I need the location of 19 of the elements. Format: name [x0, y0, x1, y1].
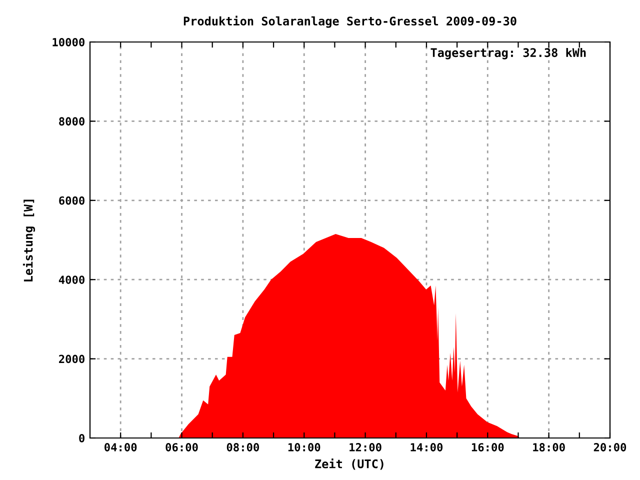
y-tick-label: 8000: [59, 117, 84, 126]
y-tick-label: 10000: [52, 38, 84, 46]
x-tick-label: 20:00: [594, 443, 626, 452]
y-tick-label: 2000: [59, 354, 84, 364]
x-tick-label: 10:00: [288, 443, 320, 452]
x-tick-label: 08:00: [226, 443, 259, 452]
x-tick-label: 16:00: [472, 443, 504, 452]
y-tick-label: 6000: [59, 196, 84, 205]
x-tick-label: 12:00: [350, 443, 382, 452]
annotation: Tagesertrag: 32.38 kWh: [430, 48, 586, 60]
x-tick-label: 06:00: [166, 443, 198, 452]
x-tick-label: 18:00: [533, 443, 565, 452]
x-tick-label: 14:00: [410, 443, 443, 452]
y-tick-label: 0: [79, 434, 84, 442]
y-tick-label: 4000: [58, 276, 84, 284]
y-axis-title: Leistung [W]: [22, 200, 36, 282]
x-axis-title: Zeit (UTC): [315, 458, 384, 470]
chart-title: Produktion Solaranlage Serto-Gressel 2009-09-30: [184, 16, 516, 28]
x-tick-label: 04:00: [104, 443, 137, 452]
